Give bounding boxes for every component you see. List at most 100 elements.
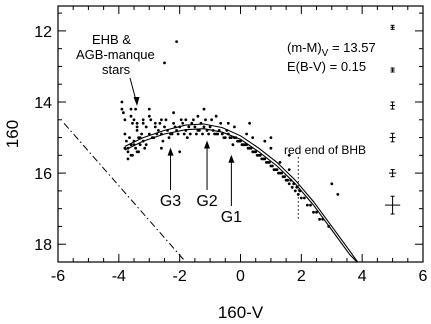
star-point [271,164,274,168]
star-point [129,143,133,147]
star-point [295,185,299,189]
star-point [144,125,148,129]
bhb-label: red end of BHB [284,143,366,157]
star-point [246,146,250,150]
star-point [248,121,252,125]
star-point [184,118,188,122]
star-point [158,121,162,125]
star-point [153,121,157,125]
star-point [129,114,133,118]
star-point [181,121,185,125]
star-point [187,125,191,129]
star-point [216,132,220,136]
ehb-pointer-arrowhead [133,97,140,106]
x-tick-label: -2 [173,268,187,285]
x-tick-label: -4 [112,268,126,285]
star-point [175,129,179,132]
star-point [163,125,166,129]
star-point [131,153,134,157]
star-point [296,193,300,196]
distance-modulus-sub: V [322,48,329,59]
star-point [123,118,127,122]
star-point [292,182,296,186]
star-point [140,132,144,136]
star-point [135,129,139,132]
star-point [192,118,195,122]
star-point [166,129,169,132]
star-point [132,118,136,122]
star-point [220,132,224,136]
star-point [160,118,163,122]
star-point [237,139,241,143]
star-point [303,196,306,200]
star-point [211,129,215,132]
star-point [175,40,179,43]
star-point [138,143,142,147]
star-point [290,185,294,189]
star-point [306,203,309,207]
star-point [268,161,271,164]
star-point [199,121,203,125]
star-point [251,136,255,140]
dash-dot-line [63,123,187,262]
star-point [143,146,147,150]
star-point [184,129,188,132]
star-point [135,121,139,125]
arrow-head-g2 [204,140,211,149]
star-point [120,107,124,111]
g2-label: G2 [196,193,217,210]
x-tick-label: 0 [236,268,245,285]
x-tick-label: 2 [297,268,306,285]
star-point [185,136,189,140]
star-point [287,153,291,157]
star-point [318,217,321,221]
star-point [226,132,230,136]
star-point [122,111,125,115]
star-point [152,136,156,140]
star-point [269,146,273,150]
star-point [312,210,315,214]
star-point [277,171,280,175]
star-point [274,168,277,172]
star-point [289,178,293,182]
star-point [160,146,163,150]
star-point [205,129,209,132]
star-point [228,136,232,140]
distance-modulus-prefix: (m-M) [287,40,322,55]
star-point [204,118,207,122]
star-point [134,107,138,111]
star-point [298,189,302,193]
reddening-label: E(B-V) = 0.15 [287,59,366,74]
star-point [160,132,163,136]
star-point [309,203,312,207]
star-point [190,121,194,125]
star-point [287,168,291,172]
star-point [179,118,183,122]
star-point [126,150,130,154]
arrow-head-g3 [167,147,174,156]
star-point [226,121,230,125]
star-point [233,125,236,129]
star-point [252,150,256,154]
star-point [217,129,221,132]
x-tick-label: -6 [51,268,65,285]
star-point [231,143,235,147]
star-point [134,146,138,150]
star-point [245,132,249,136]
star-point [176,132,180,136]
star-point [123,132,127,136]
y-tick-label: 12 [34,24,52,41]
y-tick-label: 16 [34,166,52,183]
star-point [269,136,273,140]
star-point [283,175,286,179]
star-point [207,132,211,136]
star-point [278,161,282,164]
star-point [219,121,223,125]
star-point [123,146,127,150]
ehb-label-line2: AGB-manque [76,47,155,62]
distance-modulus-label: (m-M)V = 13.57 [287,40,376,59]
y-tick-label: 14 [34,95,52,112]
star-point [153,125,157,129]
star-point [126,157,130,161]
